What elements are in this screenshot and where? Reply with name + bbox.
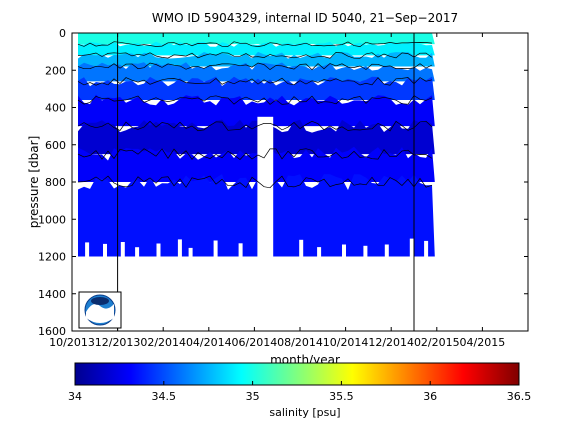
x-tick-label: 02/2015 xyxy=(414,336,460,349)
y-tick-label: 1000 xyxy=(38,213,66,226)
colorbar-tick-label: 35 xyxy=(246,390,260,403)
contour-line xyxy=(77,62,433,71)
y-tick-label: 1200 xyxy=(38,251,66,264)
y-tick-label: 0 xyxy=(59,27,66,40)
vertical-markers xyxy=(117,33,415,331)
colorbar-axis: 34 34.5 35 35.5 36 36.5 xyxy=(68,381,531,403)
contour-line xyxy=(77,41,433,47)
y-tick-label: 600 xyxy=(45,139,66,152)
y-tick-label: 800 xyxy=(45,176,66,189)
data-gap xyxy=(342,244,346,257)
data-gap xyxy=(299,239,304,257)
colorbar-tick-label: 35.5 xyxy=(329,390,354,403)
data-gap xyxy=(424,240,429,257)
contour-line xyxy=(77,175,433,189)
y-tick-label: 200 xyxy=(45,64,66,77)
data-gap xyxy=(135,247,140,257)
y-tick-label: 1600 xyxy=(38,325,66,338)
colorbar-tick-label: 34.5 xyxy=(152,390,177,403)
salinity-band xyxy=(78,62,435,82)
data-gap xyxy=(384,244,389,257)
y-tick-label: 1400 xyxy=(38,288,66,301)
salinity-band xyxy=(78,146,435,182)
data-gap xyxy=(85,242,90,257)
data-gap xyxy=(317,247,322,257)
salinity-band xyxy=(78,174,435,257)
x-tick-label: 04/2014 xyxy=(186,336,232,349)
data-gap xyxy=(238,243,243,257)
y-tick-label: 400 xyxy=(45,102,66,115)
data-gap xyxy=(213,240,218,257)
data-gap xyxy=(103,243,107,257)
salinity-band xyxy=(78,94,435,127)
x-tick-label: 02/2014 xyxy=(140,336,186,349)
colorbar xyxy=(74,362,520,386)
data-gap xyxy=(188,247,193,257)
data-gap xyxy=(177,239,182,257)
salinity-band xyxy=(78,33,435,45)
contour-lines xyxy=(77,41,433,189)
contour-line xyxy=(77,148,433,160)
y-axis-label: pressure [dbar] xyxy=(27,136,41,229)
data-gap xyxy=(363,245,368,257)
data-gap xyxy=(156,243,161,257)
colorbar-label: salinity [psu] xyxy=(269,406,340,419)
colorbar-tick-label: 36.5 xyxy=(507,390,532,403)
x-axis: 10/2013 12/2013 02/2014 04/2014 06/2014 08/20… xyxy=(49,33,505,349)
chart-title: WMO ID 5904329, internal ID 5040, 21−Sep… xyxy=(152,11,458,25)
x-tick-label: 08/2014 xyxy=(277,336,323,349)
contour-line xyxy=(77,77,433,86)
colorbar-tick-label: 36 xyxy=(423,390,437,403)
x-tick-label: 06/2014 xyxy=(232,336,278,349)
salinity-band xyxy=(78,41,435,56)
colorbar-tick-label: 34 xyxy=(68,390,82,403)
contour-line xyxy=(77,52,433,59)
noaa-logo xyxy=(78,291,122,329)
x-tick-label: 04/2015 xyxy=(460,336,506,349)
salinity-field xyxy=(78,33,435,257)
data-gap xyxy=(409,238,414,257)
x-tick-label: 12/2014 xyxy=(368,336,414,349)
contour-line xyxy=(77,95,433,105)
salinity-band xyxy=(78,76,435,101)
y-axis: 0 200 400 600 800 1000 1200 1400 1600 xyxy=(38,27,528,338)
salinity-band xyxy=(78,51,435,67)
data-gap xyxy=(120,242,125,257)
x-tick-label: 10/2014 xyxy=(323,336,369,349)
contour-line xyxy=(77,120,433,132)
x-tick-label: 12/2013 xyxy=(95,336,141,349)
salinity-band xyxy=(78,119,435,155)
x-tick-label: 10/2013 xyxy=(49,336,95,349)
